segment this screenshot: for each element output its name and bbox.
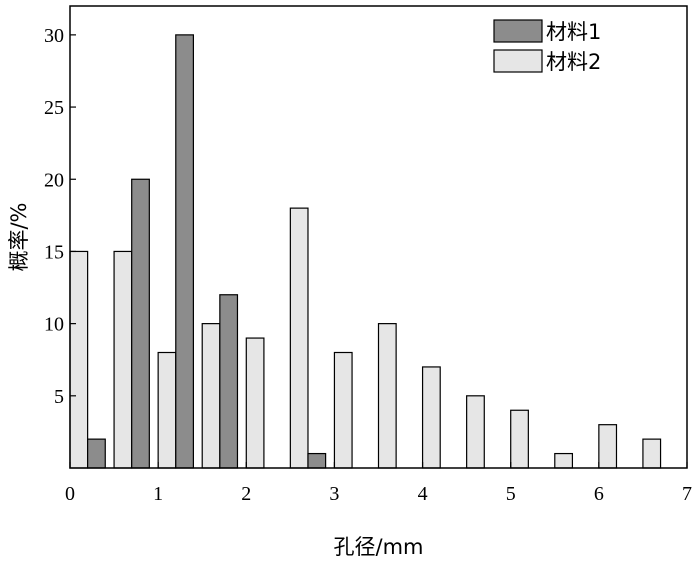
bar-材料2-4.25 <box>421 366 441 469</box>
bar-材料2-5.75 <box>554 452 574 469</box>
x-tick-label: 2 <box>241 483 251 505</box>
bar-材料2-6.25 <box>598 424 618 469</box>
y-tick-label: 20 <box>44 169 64 191</box>
bar-材料2-6.75 <box>642 438 662 469</box>
x-axis-title: 孔径/mm <box>334 535 424 559</box>
bar-材料2-0.75 <box>113 250 133 469</box>
x-tick-label: 7 <box>682 483 692 505</box>
bar-材料2-4.75 <box>466 395 485 469</box>
bar-材料2-0.25 <box>69 250 89 469</box>
y-tick-label: 30 <box>44 25 64 47</box>
plot-frame <box>69 5 688 469</box>
bar-材料1-0.25 <box>87 438 106 469</box>
y-axis-title: 概率/% <box>7 202 31 271</box>
legend-label: 材料2 <box>546 50 601 74</box>
bar-材料2-1.25 <box>157 351 177 469</box>
x-tick-label: 5 <box>506 483 516 505</box>
legend-swatch <box>493 19 543 43</box>
axis-ticks <box>69 34 688 468</box>
bar-材料1-1.25 <box>175 34 194 469</box>
bar-材料1-1.75 <box>219 294 239 469</box>
y-tick-label: 5 <box>54 386 64 408</box>
x-tick-label: 1 <box>153 483 163 505</box>
bar-材料2-2.75 <box>289 207 309 469</box>
legend-label: 材料1 <box>546 20 601 44</box>
y-tick-label: 10 <box>44 314 64 336</box>
y-tick-label: 15 <box>44 241 64 263</box>
bar-材料1-2.75 <box>307 452 327 469</box>
bar-材料2-2.25 <box>245 337 265 469</box>
legend-swatch <box>493 49 543 73</box>
bar-材料2-5.25 <box>510 409 529 469</box>
bar-材料1-0.75 <box>131 178 150 469</box>
x-tick-label: 3 <box>329 483 339 505</box>
x-tick-label: 0 <box>65 483 75 505</box>
bar-series-group <box>69 34 662 469</box>
y-tick-label: 25 <box>44 97 64 119</box>
bar-材料2-3.25 <box>333 351 353 469</box>
x-tick-label: 4 <box>418 483 428 505</box>
bar-材料2-3.75 <box>377 323 397 469</box>
x-tick-label: 6 <box>594 483 604 505</box>
tick-labels: 0 1 2 3 4 5 6 7 5 10 15 20 25 30 <box>44 25 692 505</box>
bar-材料2-1.75 <box>201 323 221 469</box>
